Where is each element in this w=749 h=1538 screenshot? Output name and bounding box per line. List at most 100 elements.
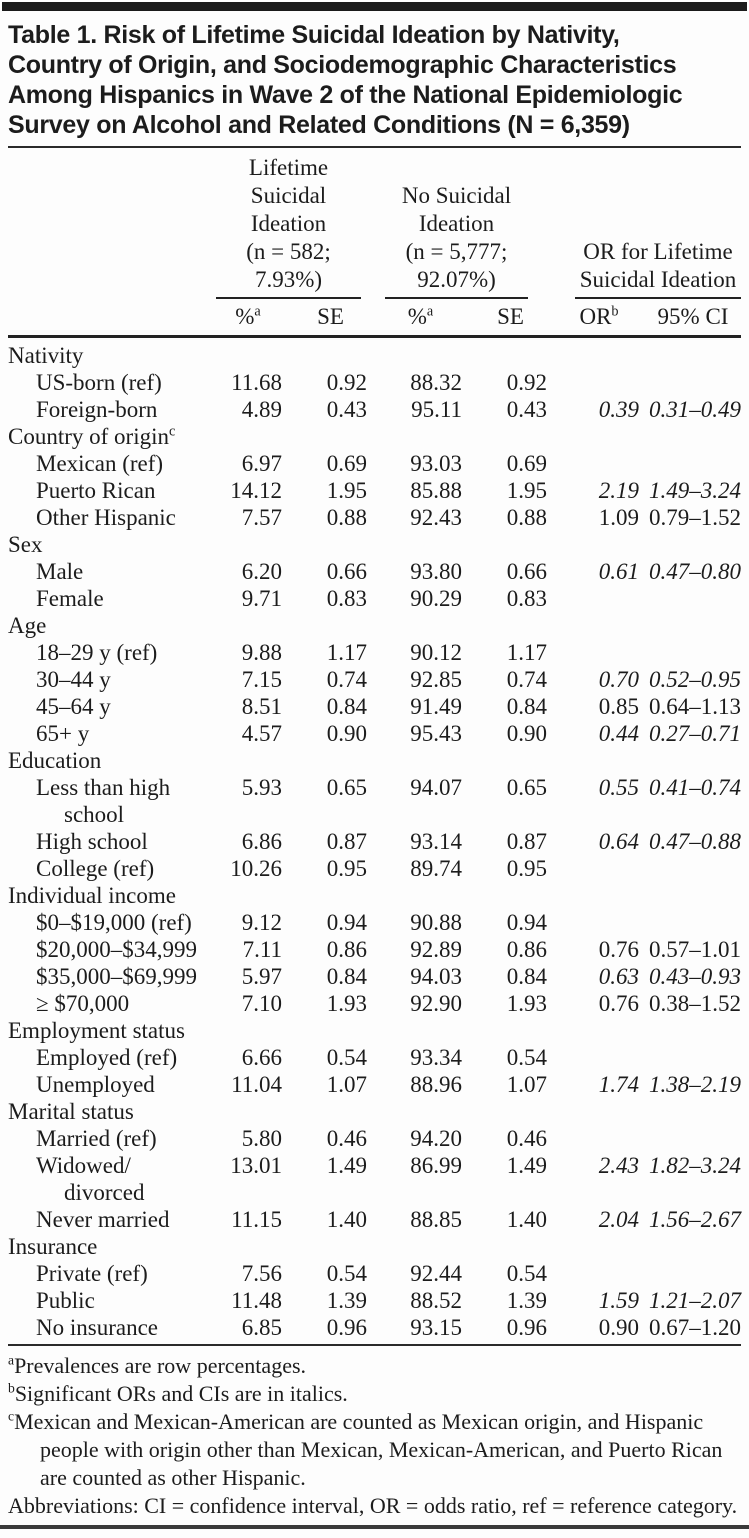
cell-95ci xyxy=(645,909,741,936)
cell-se-no-ideation: 0.54 xyxy=(506,1045,547,1070)
cell-se-no-ideation: 0.94 xyxy=(506,910,547,935)
cell-95ci: 1.82–3.24 xyxy=(649,1153,741,1178)
section-label: Education xyxy=(8,748,102,773)
section-row: Country of originc xyxy=(8,423,741,450)
table-row: Less than high school 5.93 0.65 94.07 0.65 0.… xyxy=(8,774,741,828)
cell-se-lifetime: 0.66 xyxy=(326,559,367,584)
row-label: 45–64 y xyxy=(36,694,111,719)
row-label: Puerto Rican xyxy=(36,478,156,503)
section-label: Marital status xyxy=(8,1099,134,1124)
cell-pct-no-ideation: 88.32 xyxy=(410,370,462,395)
cell-se-lifetime: 0.86 xyxy=(326,937,367,962)
section-label: Insurance xyxy=(8,1234,98,1259)
cell-pct-lifetime: 6.20 xyxy=(241,559,282,584)
cell-pct-lifetime: 14.12 xyxy=(230,478,282,503)
cell-se-lifetime: 0.96 xyxy=(326,1315,367,1340)
cell-pct-lifetime: 8.51 xyxy=(241,694,282,719)
row-label: Never married xyxy=(36,1207,170,1232)
row-label: Mexican (ref) xyxy=(36,451,164,476)
row-label: Less than high school xyxy=(36,775,171,827)
cell-se-lifetime: 0.94 xyxy=(326,910,367,935)
cell-pct-lifetime: 5.93 xyxy=(241,775,282,800)
table-row: Other Hispanic 7.57 0.88 92.43 0.88 1.09 0.79–… xyxy=(8,504,741,531)
cell-pct-lifetime: 5.80 xyxy=(241,1126,282,1151)
cell-pct-lifetime: 7.11 xyxy=(242,937,282,962)
subheader-row: %a SE %a SE ORb 95% CI xyxy=(8,299,741,335)
cell-or xyxy=(553,909,645,936)
table-bottom-rule xyxy=(0,1525,749,1529)
section-label: Sex xyxy=(8,532,43,557)
cell-pct-no-ideation: 88.96 xyxy=(410,1072,462,1097)
row-label: ≥ $70,000 xyxy=(36,991,130,1016)
cell-se-no-ideation: 0.92 xyxy=(506,370,547,395)
column-header: 95% CI xyxy=(657,304,729,329)
row-label: Foreign-born xyxy=(36,397,158,422)
cell-pct-no-ideation: 90.29 xyxy=(410,586,462,611)
cell-or xyxy=(553,1125,645,1152)
row-label: $0–$19,000 (ref) xyxy=(36,910,192,935)
cell-95ci: 1.21–2.07 xyxy=(649,1288,741,1313)
cell-se-no-ideation: 1.49 xyxy=(506,1153,547,1178)
cell-pct-no-ideation: 94.20 xyxy=(410,1126,462,1151)
group-header-no-ideation: No Suicidal Ideation (n = 5,777; 92.07%) xyxy=(385,154,528,299)
cell-95ci xyxy=(645,1044,741,1071)
cell-se-no-ideation: 0.46 xyxy=(506,1126,547,1151)
cell-pct-no-ideation: 93.80 xyxy=(410,559,462,584)
cell-se-no-ideation: 1.07 xyxy=(506,1072,547,1097)
cell-or: 0.61 xyxy=(598,559,639,584)
cell-se-no-ideation: 0.87 xyxy=(506,829,547,854)
cell-pct-lifetime: 13.01 xyxy=(230,1153,282,1178)
cell-se-no-ideation: 0.90 xyxy=(506,721,547,746)
section-row: Insurance xyxy=(8,1233,741,1260)
section-label: Nativity xyxy=(8,343,84,368)
row-label: College (ref) xyxy=(36,856,155,881)
table-row: Foreign-born 4.89 0.43 95.11 0.43 0.39 0.31–0.… xyxy=(8,396,741,423)
cell-or: 0.76 xyxy=(598,937,639,962)
cell-pct-lifetime: 7.10 xyxy=(241,991,282,1016)
title-divider xyxy=(8,146,741,148)
cell-pct-lifetime: 11.48 xyxy=(231,1288,282,1313)
cell-95ci xyxy=(645,855,741,882)
cell-se-lifetime: 1.07 xyxy=(326,1072,367,1097)
table-row: Male 6.20 0.66 93.80 0.66 0.61 0.47–0.80 xyxy=(8,558,741,585)
cell-se-lifetime: 0.83 xyxy=(326,586,367,611)
section-row: Education xyxy=(8,747,741,774)
cell-95ci: 0.41–0.74 xyxy=(649,775,741,800)
cell-or: 1.09 xyxy=(598,505,639,530)
cell-se-no-ideation: 0.96 xyxy=(506,1315,547,1340)
cell-or: 0.90 xyxy=(598,1315,639,1340)
cell-se-lifetime: 0.54 xyxy=(326,1261,367,1286)
section-label: Country of originc xyxy=(8,423,176,449)
row-label: Married (ref) xyxy=(36,1126,157,1151)
cell-or: 0.85 xyxy=(598,694,639,719)
cell-se-no-ideation: 0.74 xyxy=(506,667,547,692)
cell-or xyxy=(553,585,645,612)
cell-pct-no-ideation: 92.89 xyxy=(410,937,462,962)
cell-pct-lifetime: 4.57 xyxy=(241,721,282,746)
cell-se-lifetime: 0.87 xyxy=(326,829,367,854)
cell-95ci: 1.56–2.67 xyxy=(649,1207,741,1232)
cell-pct-lifetime: 5.97 xyxy=(241,964,282,989)
cell-se-no-ideation: 0.65 xyxy=(506,775,547,800)
cell-or: 1.74 xyxy=(598,1072,639,1097)
cell-or xyxy=(553,450,645,477)
row-label: Unemployed xyxy=(36,1072,155,1097)
section-row: Employment status xyxy=(8,1017,741,1044)
cell-or: 2.43 xyxy=(598,1153,639,1178)
cell-se-no-ideation: 1.93 xyxy=(506,991,547,1016)
cell-pct-no-ideation: 86.99 xyxy=(410,1153,462,1178)
table-row: $35,000–$69,999 5.97 0.84 94.03 0.84 0.63 0.43… xyxy=(8,963,741,990)
cell-95ci: 0.27–0.71 xyxy=(649,721,741,746)
body-divider xyxy=(8,1344,741,1346)
cell-pct-no-ideation: 92.90 xyxy=(410,991,462,1016)
cell-pct-no-ideation: 85.88 xyxy=(410,478,462,503)
cell-se-lifetime: 0.95 xyxy=(326,856,367,881)
cell-se-no-ideation: 0.43 xyxy=(506,397,547,422)
cell-95ci xyxy=(645,585,741,612)
cell-se-lifetime: 0.84 xyxy=(326,694,367,719)
table-top-rule xyxy=(2,2,747,11)
cell-95ci xyxy=(645,639,741,666)
cell-pct-lifetime: 4.89 xyxy=(241,397,282,422)
table-row: High school 6.86 0.87 93.14 0.87 0.64 0.47–0.8… xyxy=(8,828,741,855)
row-label: 18–29 y (ref) xyxy=(36,640,158,665)
